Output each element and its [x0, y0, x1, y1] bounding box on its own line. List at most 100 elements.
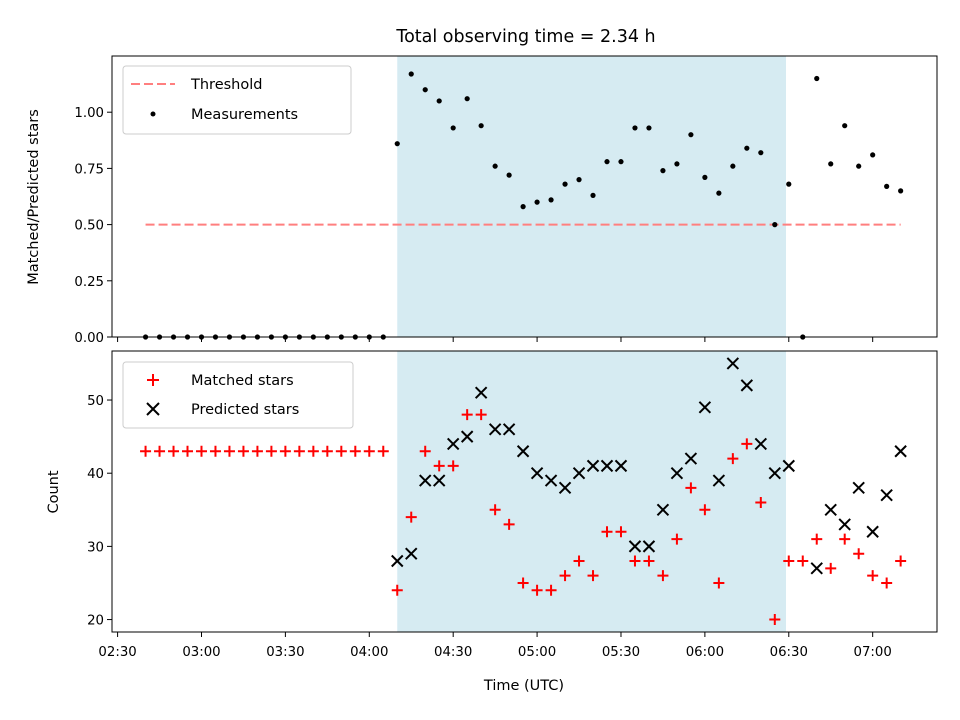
- matched-stars-point: [377, 445, 389, 457]
- measurement-point: [436, 98, 442, 104]
- count-legend: Matched stars Predicted stars: [122, 361, 354, 429]
- measurement-point: [492, 163, 498, 169]
- matched-stars-point: [671, 533, 683, 545]
- matched-stars-point: [251, 445, 263, 457]
- count-y-tick-label: 40: [87, 467, 104, 482]
- measurements-legend-label: Measurements: [191, 107, 298, 123]
- x-tick-label: 04:30: [434, 645, 472, 660]
- measurements-legend-swatch: [150, 111, 156, 117]
- matched-stars-point: [755, 496, 767, 508]
- count-x-ticks: 02:30 03:00 03:30 04:00 04:30 05:00 05:30 06:00…: [98, 632, 892, 660]
- predicted-stars-point: [838, 518, 851, 531]
- measurement-point: [688, 132, 694, 138]
- predicted-stars-point: [782, 459, 795, 473]
- matched-stars-point: [797, 555, 809, 567]
- x-tick-label: 03:00: [182, 645, 220, 660]
- measurement-point: [828, 161, 834, 167]
- ratio-y-tick-label: 0.00: [74, 331, 104, 346]
- ratio-axes-frame: [111, 55, 938, 338]
- matched-stars-point: [419, 445, 431, 457]
- matched-stars-point: [615, 526, 627, 538]
- matched-stars-point: [727, 453, 739, 465]
- count-y-tick-label: 20: [87, 614, 104, 629]
- ratio-y-tick-label: 0.50: [74, 219, 104, 234]
- predicted-stars-point: [670, 466, 684, 480]
- ratio-y-tick-label: 0.25: [74, 275, 104, 290]
- predicted-stars-point: [852, 481, 865, 495]
- matched-stars-legend-label: Matched stars: [191, 373, 294, 389]
- measurement-point: [478, 123, 484, 129]
- matched-stars-point: [867, 570, 879, 582]
- matched-stars-point: [825, 562, 837, 574]
- measurement-point: [408, 71, 414, 77]
- x-axis-label: Time (UTC): [483, 678, 564, 694]
- matched-stars-point: [461, 409, 473, 421]
- threshold-legend-label: Threshold: [190, 77, 262, 93]
- matched-stars-point: [433, 460, 445, 472]
- predicted-stars-point: [446, 437, 460, 451]
- measurement-point: [506, 172, 512, 178]
- matched-stars-point: [209, 445, 221, 457]
- predicted-stars-point: [391, 554, 404, 568]
- measurement-point: [716, 190, 722, 196]
- matched-stars-point: [713, 577, 725, 589]
- matched-stars-point: [769, 614, 781, 626]
- predicted-stars-point: [656, 503, 670, 517]
- ratio-x-ticks: [117, 337, 874, 342]
- matched-stars-point: [629, 555, 641, 567]
- matched-stars-point: [545, 584, 557, 596]
- predicted-stars-point: [614, 459, 628, 473]
- count-y-ticks: 20 30 40 50: [87, 394, 112, 629]
- x-tick-label: 05:30: [602, 645, 640, 660]
- ratio-y-axis-label: Matched/Predicted stars: [26, 109, 42, 285]
- matched-stars-point: [657, 570, 669, 582]
- measurement-point: [520, 204, 526, 210]
- predicted-stars-point: [628, 540, 642, 553]
- matched-stars-point: [895, 555, 907, 567]
- count-y-tick-label: 30: [87, 540, 104, 555]
- matched-stars-point: [699, 504, 711, 516]
- measurement-point: [394, 141, 400, 147]
- predicted-stars-point: [600, 459, 614, 473]
- count-axes-frame: [111, 350, 938, 633]
- predicted-stars-point: [544, 474, 558, 487]
- matched-stars-point: [853, 548, 865, 560]
- count-y-axis-label: Count: [46, 470, 62, 513]
- measurement-point: [576, 177, 582, 183]
- x-tick-label: 06:30: [770, 645, 808, 660]
- matched-stars-point: [168, 445, 180, 457]
- predicted-stars-point: [684, 452, 698, 465]
- matched-stars-point: [335, 445, 347, 457]
- matched-stars-legend-swatch: [147, 374, 159, 386]
- x-tick-label: 05:00: [518, 645, 556, 660]
- matched-stars-point: [307, 445, 319, 457]
- predicted-stars-point: [712, 474, 726, 487]
- matched-stars-point: [741, 438, 753, 450]
- measurement-point: [870, 152, 876, 158]
- matched-stars-point: [237, 445, 249, 457]
- matched-stars-point: [489, 504, 501, 516]
- chart-title: Total observing time = 2.34 h: [395, 27, 655, 47]
- measurement-point: [758, 150, 764, 156]
- matched-stars-point: [503, 518, 515, 530]
- x-tick-label: 06:00: [686, 645, 724, 660]
- ratio-panel: 0.00 0.25 0.50 0.75 1.00 Matched/Predicted s…: [26, 55, 938, 346]
- matched-stars-point: [391, 584, 403, 596]
- matched-stars-point: [587, 570, 599, 582]
- predicted-stars-point: [405, 547, 418, 560]
- predicted-stars-point: [419, 474, 432, 487]
- matched-stars-point: [279, 445, 291, 457]
- measurement-point: [744, 145, 750, 151]
- x-tick-label: 07:00: [854, 645, 892, 660]
- predicted-stars-point: [572, 466, 586, 480]
- x-tick-label: 02:30: [98, 645, 136, 660]
- matched-stars-point: [223, 445, 235, 457]
- matched-stars-point: [195, 445, 207, 457]
- measurement-point: [548, 197, 554, 203]
- predicted-stars-point: [880, 488, 893, 502]
- measurement-point: [646, 125, 652, 131]
- measurement-point: [730, 163, 736, 169]
- matched-stars-point: [811, 533, 823, 545]
- ratio-marks: [142, 71, 904, 340]
